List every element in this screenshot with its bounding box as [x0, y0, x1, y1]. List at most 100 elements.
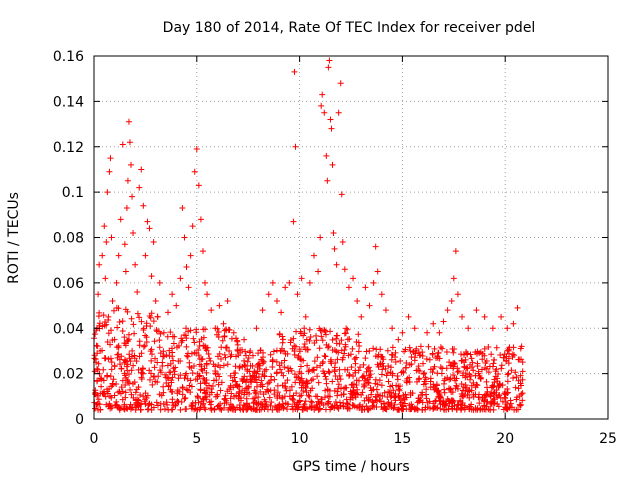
data-point — [489, 325, 496, 332]
data-point — [378, 371, 385, 378]
data-point — [389, 352, 396, 359]
data-point — [243, 395, 250, 402]
data-point — [506, 350, 513, 357]
data-point — [249, 352, 256, 359]
grid-lines — [94, 56, 608, 419]
data-point — [177, 406, 184, 413]
data-point — [341, 330, 348, 337]
data-point — [473, 381, 480, 388]
data-point — [261, 373, 268, 380]
data-point — [254, 406, 261, 413]
data-point — [131, 379, 138, 386]
data-point — [306, 279, 313, 286]
data-point — [143, 320, 150, 327]
data-point — [101, 355, 108, 362]
data-point — [449, 346, 456, 353]
data-point — [105, 330, 112, 337]
data-point — [154, 402, 161, 409]
data-point — [105, 356, 112, 363]
data-point — [324, 386, 331, 393]
y-tick-label: 0.04 — [53, 321, 84, 337]
data-point — [157, 406, 164, 413]
data-point — [446, 359, 453, 366]
data-point — [343, 396, 350, 403]
data-point — [325, 392, 332, 399]
data-point — [313, 364, 320, 371]
data-point — [513, 374, 520, 381]
data-point — [214, 393, 221, 400]
data-point — [280, 405, 287, 412]
data-point — [156, 279, 163, 286]
data-point — [415, 398, 422, 405]
data-point — [435, 349, 442, 356]
data-point — [166, 353, 173, 360]
data-point — [461, 359, 468, 366]
data-point — [517, 402, 524, 409]
data-point — [94, 400, 101, 407]
data-point — [196, 373, 203, 380]
data-point — [129, 347, 136, 354]
data-point — [265, 388, 272, 395]
data-point — [282, 284, 289, 291]
data-point — [100, 388, 107, 395]
data-point — [283, 387, 290, 394]
data-point — [363, 348, 370, 355]
data-point — [316, 345, 323, 352]
data-point — [127, 386, 134, 393]
data-point — [187, 252, 194, 259]
data-point — [321, 109, 328, 116]
data-point — [141, 342, 148, 349]
data-point — [107, 155, 114, 162]
data-point — [481, 313, 488, 320]
data-point — [517, 372, 524, 379]
data-point — [505, 370, 512, 377]
data-point — [345, 284, 352, 291]
data-point — [489, 363, 496, 370]
data-point — [454, 401, 461, 408]
data-point — [227, 401, 234, 408]
data-point — [359, 406, 366, 413]
data-point — [353, 377, 360, 384]
data-point — [196, 342, 203, 349]
data-point — [98, 383, 105, 390]
data-point — [100, 366, 107, 373]
data-point — [138, 350, 145, 357]
data-point — [118, 365, 125, 372]
data-point — [338, 391, 345, 398]
data-point — [336, 366, 343, 373]
data-point — [287, 365, 294, 372]
data-point — [323, 152, 330, 159]
data-point — [181, 375, 188, 382]
data-point — [467, 351, 474, 358]
data-point — [447, 386, 454, 393]
data-point — [303, 389, 310, 396]
data-point — [431, 345, 438, 352]
data-point — [341, 366, 348, 373]
data-point — [384, 393, 391, 400]
data-point — [512, 369, 519, 376]
data-point — [224, 298, 231, 305]
data-point — [200, 401, 207, 408]
data-point — [297, 348, 304, 355]
data-point — [359, 373, 366, 380]
data-point — [161, 405, 168, 412]
data-point — [216, 373, 223, 380]
data-points — [92, 57, 525, 398]
data-point — [297, 363, 304, 370]
data-point — [392, 359, 399, 366]
data-point — [163, 351, 170, 358]
data-point — [206, 355, 213, 362]
data-point — [402, 391, 409, 398]
data-point — [126, 139, 133, 146]
data-point — [436, 355, 443, 362]
data-point — [476, 400, 483, 407]
data-point — [174, 387, 181, 394]
data-point — [217, 405, 224, 412]
data-point — [101, 322, 108, 329]
data-point — [491, 389, 498, 396]
data-point — [194, 393, 201, 400]
data-point — [108, 234, 115, 241]
data-point — [302, 346, 309, 353]
data-point — [163, 379, 170, 386]
data-point — [454, 365, 461, 372]
